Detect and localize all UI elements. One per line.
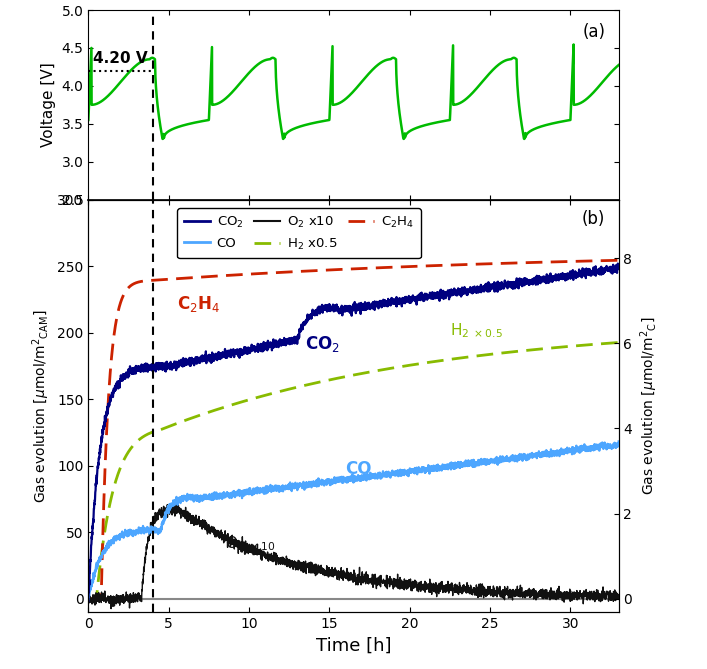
Text: (b): (b): [582, 210, 605, 228]
Text: (a): (a): [583, 23, 605, 41]
Text: 4.20 V: 4.20 V: [93, 51, 148, 66]
Legend: CO$_2$, CO, O$_2$ x10, H$_2$ x0.5, C$_2$H$_4$: CO$_2$, CO, O$_2$ x10, H$_2$ x0.5, C$_2$…: [177, 208, 421, 258]
Text: O$_{2\ \times 10}$: O$_{2\ \times 10}$: [225, 535, 276, 553]
Y-axis label: Voltage [V]: Voltage [V]: [41, 62, 56, 147]
Text: CO$_2$: CO$_2$: [305, 334, 340, 354]
Text: H$_{2\ \times 0.5}$: H$_{2\ \times 0.5}$: [450, 321, 503, 340]
Y-axis label: Gas evolution [$\mu$mol/m$^2$$_\mathrm{CAM}$]: Gas evolution [$\mu$mol/m$^2$$_\mathrm{C…: [30, 309, 52, 502]
Y-axis label: Gas evolution [$\mu$mol/m$^2$$_\mathrm{C}$]: Gas evolution [$\mu$mol/m$^2$$_\mathrm{C…: [638, 316, 660, 495]
Text: C$_2$H$_4$: C$_2$H$_4$: [177, 294, 220, 314]
X-axis label: Time [h]: Time [h]: [316, 636, 391, 654]
Text: CO: CO: [346, 460, 372, 478]
